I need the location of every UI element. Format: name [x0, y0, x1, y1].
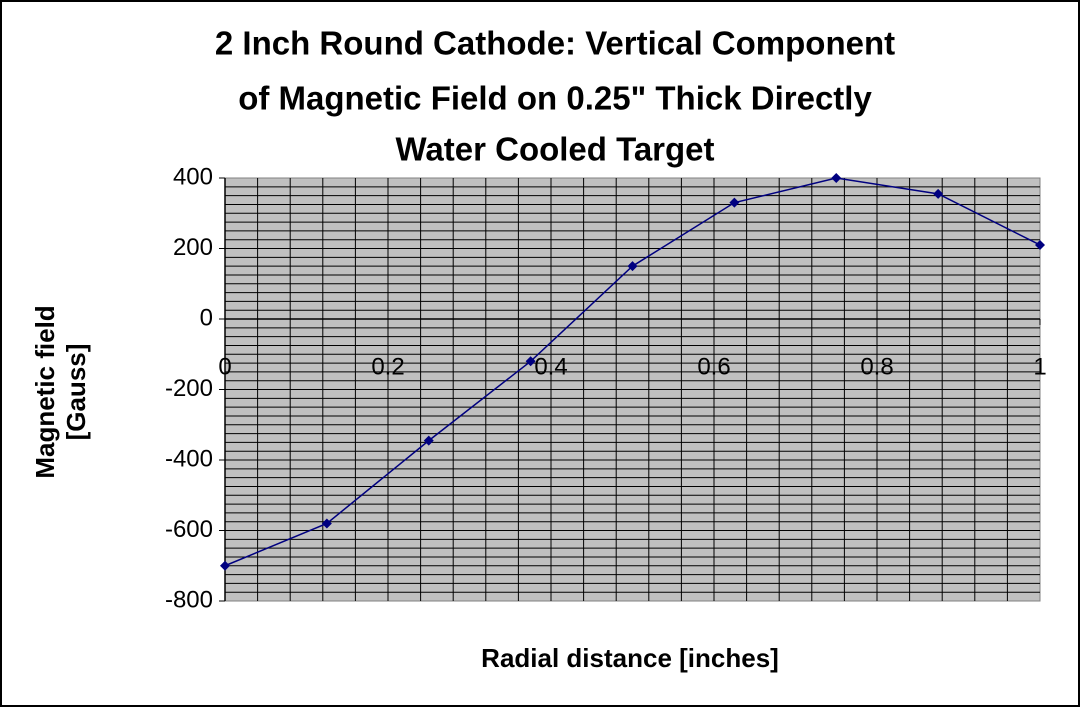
data-point: [729, 197, 740, 208]
y-axis-label: [Gauss]: [61, 344, 91, 441]
data-point: [933, 188, 944, 199]
y-tick-label: -800: [165, 586, 213, 613]
x-tick-label: 0.8: [860, 353, 893, 380]
data-point: [220, 560, 230, 571]
x-tick-label: 0: [218, 353, 231, 380]
data-point: [831, 173, 842, 183]
x-tick-label: 0.6: [697, 353, 730, 380]
y-tick-label: -600: [165, 516, 213, 543]
chart-title: Water Cooled Target: [395, 131, 714, 168]
y-axis-label: Magnetic field: [30, 305, 60, 478]
data-point: [525, 356, 536, 367]
x-axis-label: Radial distance [inches]: [481, 643, 779, 673]
data-point: [1035, 239, 1045, 250]
x-tick-label: 1: [1033, 353, 1046, 380]
chart-title: 2 Inch Round Cathode: Vertical Component: [215, 25, 895, 62]
chart-title: of Magnetic Field on 0.25" Thick Directl…: [238, 80, 872, 117]
x-tick-label: 0.2: [371, 353, 404, 380]
data-point: [423, 435, 434, 446]
x-tick-label: 0.4: [534, 353, 567, 380]
y-tick-label: 400: [173, 163, 213, 190]
y-tick-label: -200: [165, 375, 213, 402]
y-tick-label: 200: [173, 234, 213, 261]
y-axis-label-group: Magnetic field [Gauss]: [30, 305, 91, 478]
data-point: [321, 518, 332, 529]
y-tick-label: 0: [200, 304, 213, 331]
data-point: [627, 261, 638, 272]
y-tick-label: -400: [165, 445, 213, 472]
